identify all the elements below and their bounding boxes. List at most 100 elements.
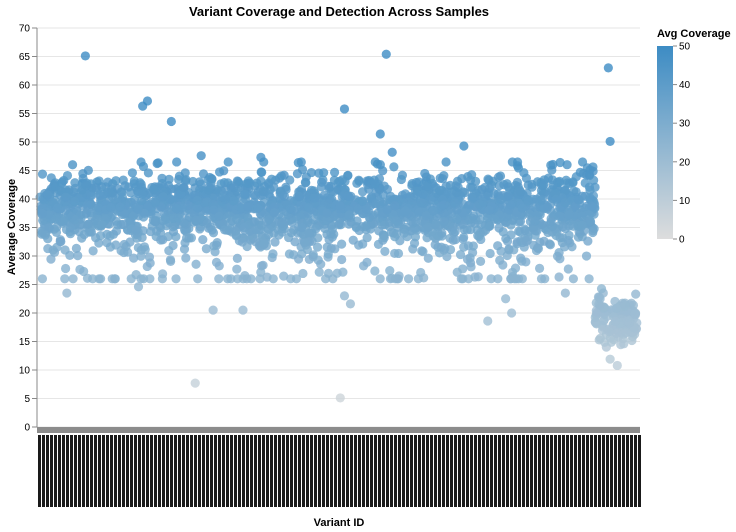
- data-point: [52, 203, 63, 213]
- data-point: [563, 264, 573, 274]
- x-tick-label: [298, 435, 301, 507]
- data-point: [493, 241, 503, 251]
- axes: 0 5 10 15 20 25 30 35 40 45 50 55 60 65 70: [19, 24, 641, 507]
- x-tick-label: [402, 435, 405, 507]
- data-point: [174, 174, 184, 185]
- data-point: [345, 299, 356, 309]
- data-point: [138, 101, 148, 111]
- data-point: [258, 187, 268, 197]
- x-tick-label: [102, 435, 105, 507]
- data-point: [232, 264, 242, 274]
- data-point: [588, 191, 599, 201]
- data-point: [334, 219, 344, 229]
- x-tick-label: [314, 435, 317, 507]
- data-point: [421, 172, 431, 182]
- data-point: [65, 223, 76, 233]
- x-tick-label: [306, 435, 309, 507]
- data-point: [173, 213, 184, 223]
- data-point: [181, 253, 191, 263]
- data-point: [374, 226, 384, 236]
- data-point: [269, 182, 279, 192]
- x-tick-label: [138, 435, 141, 507]
- legend-tick-label: 0: [679, 235, 685, 246]
- data-point: [560, 223, 570, 234]
- data-point: [400, 206, 411, 216]
- data-point: [316, 182, 327, 192]
- y-tick-label: 55: [19, 109, 31, 120]
- data-point: [581, 251, 592, 261]
- data-point: [204, 185, 214, 195]
- data-point: [453, 182, 463, 192]
- data-point: [584, 274, 594, 284]
- data-point: [482, 214, 493, 224]
- data-point: [548, 159, 558, 170]
- data-point: [128, 211, 138, 221]
- x-tick-label: [602, 435, 605, 507]
- x-tick-label: [94, 435, 97, 507]
- y-tick-label: 35: [19, 223, 31, 234]
- data-point: [587, 201, 597, 211]
- data-point: [466, 224, 476, 235]
- data-point: [270, 237, 280, 247]
- data-point: [238, 274, 248, 284]
- data-point: [490, 214, 500, 224]
- y-tick-label: 50: [19, 138, 31, 149]
- data-point: [441, 157, 451, 167]
- x-tick-label: [82, 435, 85, 507]
- x-tick-label: [174, 435, 177, 507]
- data-point: [382, 184, 393, 194]
- x-tick-label: [482, 435, 485, 507]
- data-point: [339, 291, 350, 301]
- data-point: [335, 201, 345, 211]
- data-point: [198, 169, 209, 179]
- data-point: [219, 166, 229, 176]
- data-point: [232, 253, 242, 263]
- data-point: [264, 215, 274, 225]
- data-point: [592, 307, 602, 317]
- data-point: [201, 244, 211, 254]
- data-point: [193, 274, 203, 284]
- data-point: [190, 378, 200, 388]
- legend-ticks: 0 10 20 30 40 50: [673, 42, 691, 246]
- data-point: [150, 198, 160, 208]
- data-point: [354, 175, 364, 185]
- data-point: [61, 192, 71, 202]
- data-point: [168, 222, 178, 232]
- data-point: [191, 215, 201, 225]
- y-axis-title: Average Coverage: [6, 179, 18, 275]
- data-point: [515, 187, 526, 197]
- data-point: [484, 175, 494, 185]
- x-tick-label: [378, 435, 381, 507]
- data-point: [256, 152, 266, 162]
- data-point: [423, 222, 434, 232]
- data-point: [523, 196, 533, 206]
- data-point: [133, 282, 144, 292]
- x-tick-label: [490, 435, 493, 507]
- data-point: [382, 204, 392, 215]
- data-point: [188, 176, 198, 187]
- data-point: [521, 173, 532, 183]
- data-point: [596, 284, 607, 294]
- legend-tick-label: 20: [679, 157, 691, 168]
- data-point: [448, 235, 458, 245]
- x-tick-label: [118, 435, 121, 507]
- data-point: [81, 181, 91, 191]
- x-tick-label: [62, 435, 65, 507]
- data-point: [438, 200, 449, 210]
- data-point: [475, 256, 486, 266]
- data-point: [627, 335, 637, 346]
- data-point: [521, 236, 531, 247]
- data-point: [459, 242, 469, 252]
- data-point: [616, 340, 626, 350]
- data-point: [452, 214, 462, 224]
- data-point: [168, 240, 178, 251]
- data-point: [93, 202, 103, 213]
- x-tick-label: [454, 435, 457, 507]
- data-point: [630, 309, 640, 319]
- data-point: [554, 211, 564, 221]
- data-point: [111, 226, 122, 236]
- y-tick-label: 60: [19, 81, 31, 92]
- x-tick-label: [510, 435, 513, 507]
- data-point: [284, 249, 295, 259]
- data-point: [571, 187, 581, 197]
